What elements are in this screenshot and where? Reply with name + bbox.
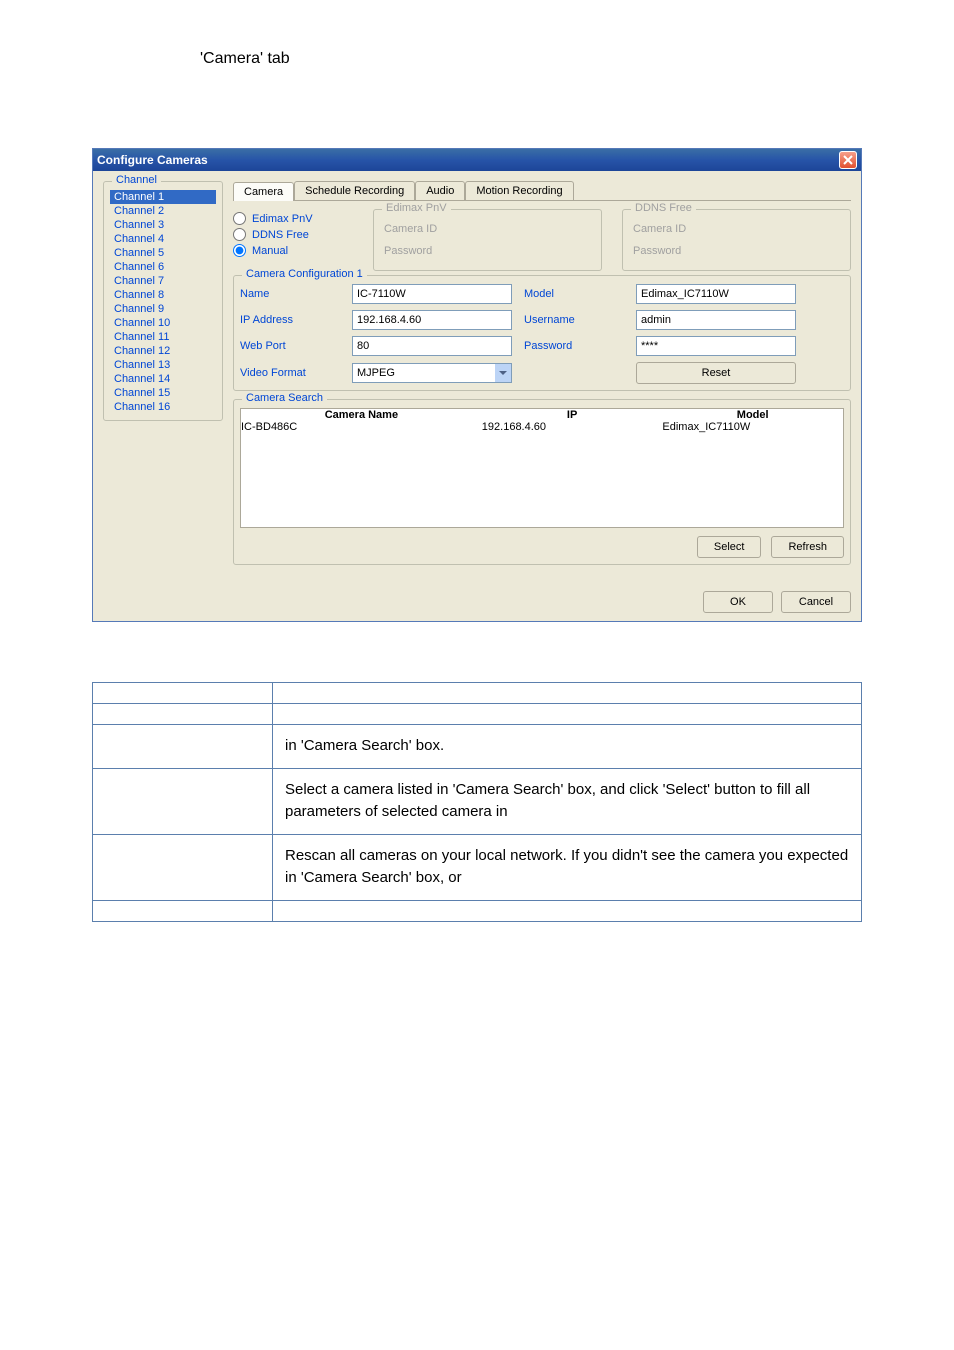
close-icon	[843, 155, 853, 165]
col-ip[interactable]: IP	[482, 409, 663, 421]
ddns-legend: DDNS Free	[631, 202, 696, 214]
channel-item[interactable]: Channel 15	[110, 386, 216, 400]
channel-fieldset: Channel Channel 1Channel 2Channel 3Chann…	[103, 181, 223, 421]
search-results-list[interactable]: Camera Name IP Model IC-BD486C192.168.4.…	[240, 408, 844, 528]
tab-schedule-recording[interactable]: Schedule Recording	[294, 181, 415, 200]
camera-search-fieldset: Camera Search Camera Name IP Model IC-BD…	[233, 399, 851, 565]
port-label: Web Port	[240, 340, 340, 352]
ip-label: IP Address	[240, 314, 340, 326]
doc-row: Select a camera listed in 'Camera Search…	[93, 768, 862, 834]
ddns-camera-id-label: Camera ID	[633, 223, 703, 235]
refresh-button[interactable]: Refresh	[771, 536, 844, 558]
tabs-bar: CameraSchedule RecordingAudioMotion Reco…	[233, 181, 851, 201]
model-input[interactable]	[636, 284, 796, 304]
doc-row: in 'Camera Search' box.	[93, 725, 862, 769]
channel-item[interactable]: Channel 13	[110, 358, 216, 372]
channel-item[interactable]: Channel 7	[110, 274, 216, 288]
channel-item[interactable]: Channel 10	[110, 316, 216, 330]
radio-manual[interactable]	[233, 244, 246, 257]
pnv-legend: Edimax PnV	[382, 202, 451, 214]
channel-item[interactable]: Channel 12	[110, 344, 216, 358]
channel-item[interactable]: Channel 11	[110, 330, 216, 344]
select-button[interactable]: Select	[697, 536, 762, 558]
search-legend: Camera Search	[242, 392, 327, 404]
doc-row	[93, 900, 862, 921]
channel-item[interactable]: Channel 9	[110, 302, 216, 316]
configure-cameras-dialog: Configure Cameras Channel Channel 1Chann…	[92, 148, 862, 622]
port-input[interactable]	[352, 336, 512, 356]
format-select[interactable]: MJPEG	[352, 363, 512, 383]
search-row[interactable]: IC-BD486C192.168.4.60Edimax_IC7110W	[241, 421, 843, 433]
password-label: Password	[524, 340, 624, 352]
channel-item[interactable]: Channel 1	[110, 190, 216, 204]
connection-radios: Edimax PnV DDNS Free Manual	[233, 209, 353, 271]
doc-row: Rescan all cameras on your local network…	[93, 834, 862, 900]
ip-input[interactable]	[352, 310, 512, 330]
channel-list: Channel 1Channel 2Channel 3Channel 4Chan…	[110, 190, 216, 414]
tab-camera[interactable]: Camera	[233, 182, 294, 201]
radio-manual-label[interactable]: Manual	[252, 245, 288, 257]
col-camera-name[interactable]: Camera Name	[241, 409, 482, 421]
close-button[interactable]	[839, 151, 857, 169]
name-label: Name	[240, 288, 340, 300]
cancel-button[interactable]: Cancel	[781, 591, 851, 613]
edimax-pnv-group: Edimax PnV Camera ID Password	[373, 209, 602, 271]
dialog-title: Configure Cameras	[97, 153, 839, 167]
radio-edimax-pnv[interactable]	[233, 212, 246, 225]
username-input[interactable]	[636, 310, 796, 330]
documentation-table: in 'Camera Search' box.Select a camera l…	[92, 682, 862, 922]
channel-item[interactable]: Channel 16	[110, 400, 216, 414]
channel-item[interactable]: Channel 4	[110, 232, 216, 246]
pnv-password-label: Password	[384, 245, 454, 257]
camera-config-fieldset: Camera Configuration 1 Name Model IP Add…	[233, 275, 851, 391]
name-input[interactable]	[352, 284, 512, 304]
channel-item[interactable]: Channel 14	[110, 372, 216, 386]
radio-pnv-label[interactable]: Edimax PnV	[252, 213, 313, 225]
tab-motion-recording[interactable]: Motion Recording	[465, 181, 573, 200]
config-legend: Camera Configuration 1	[242, 268, 367, 280]
col-model[interactable]: Model	[662, 409, 843, 421]
radio-ddns-free[interactable]	[233, 228, 246, 241]
reset-button[interactable]: Reset	[636, 362, 796, 384]
pnv-camera-id-label: Camera ID	[384, 223, 454, 235]
format-label: Video Format	[240, 367, 340, 379]
channel-item[interactable]: Channel 5	[110, 246, 216, 260]
ddns-password-input	[703, 242, 840, 260]
channel-item[interactable]: Channel 3	[110, 218, 216, 232]
password-input[interactable]	[636, 336, 796, 356]
ddns-password-label: Password	[633, 245, 703, 257]
radio-ddns-label[interactable]: DDNS Free	[252, 229, 309, 241]
page-heading: 'Camera' tab	[0, 0, 954, 88]
model-label: Model	[524, 288, 624, 300]
channel-item[interactable]: Channel 2	[110, 204, 216, 218]
ddns-free-group: DDNS Free Camera ID Password	[622, 209, 851, 271]
username-label: Username	[524, 314, 624, 326]
channel-item[interactable]: Channel 8	[110, 288, 216, 302]
doc-row	[93, 704, 862, 725]
ok-button[interactable]: OK	[703, 591, 773, 613]
ddns-camera-id-input	[703, 220, 840, 238]
tab-audio[interactable]: Audio	[415, 181, 465, 200]
doc-row	[93, 683, 862, 704]
pnv-camera-id-input	[454, 220, 591, 238]
dialog-titlebar: Configure Cameras	[93, 149, 861, 171]
pnv-password-input	[454, 242, 591, 260]
channel-item[interactable]: Channel 6	[110, 260, 216, 274]
channel-legend: Channel	[112, 174, 161, 186]
